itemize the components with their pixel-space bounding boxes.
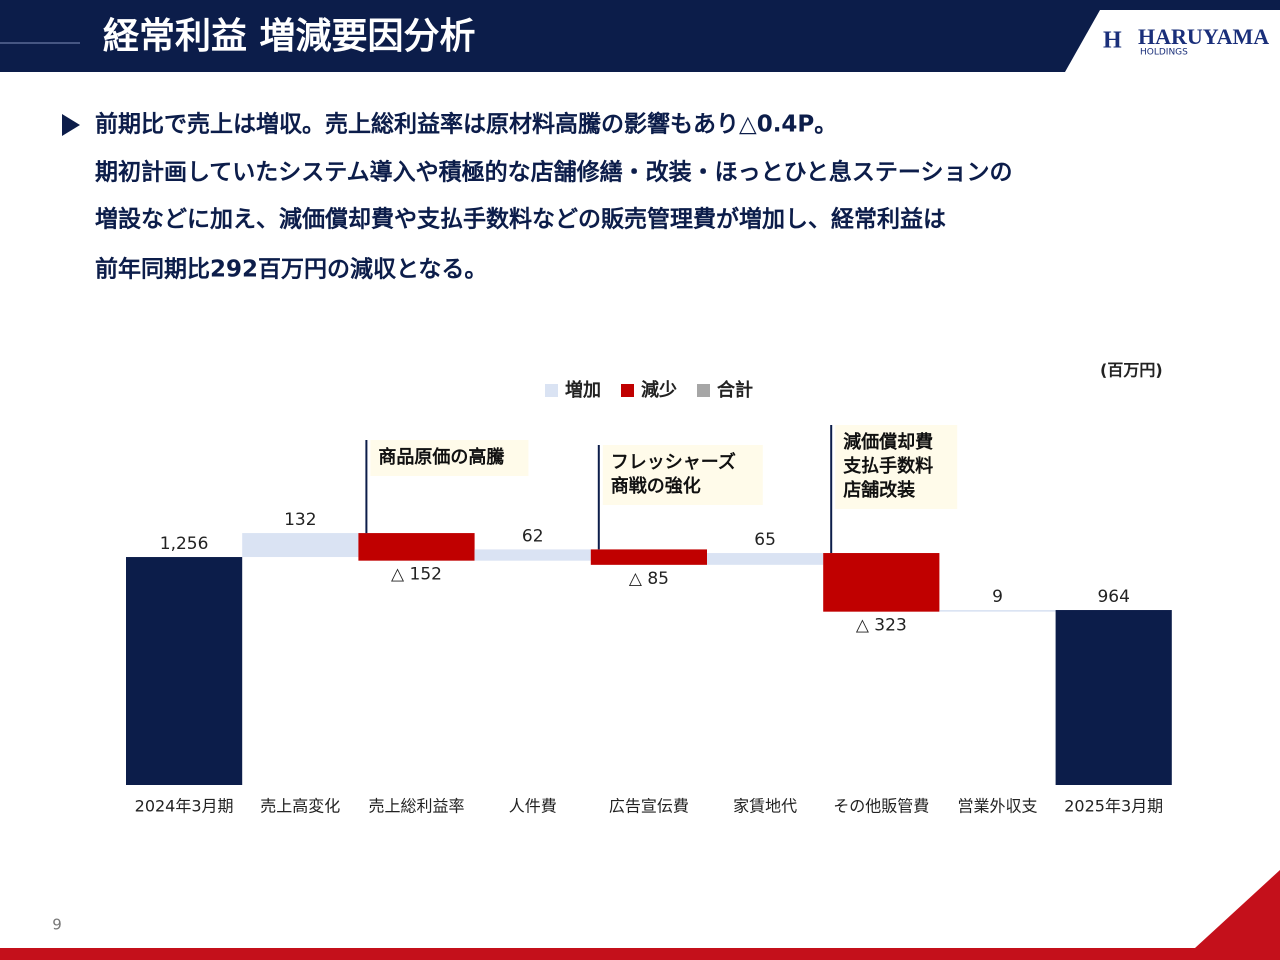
legend-swatch xyxy=(621,384,634,397)
bar xyxy=(707,553,824,565)
logo-name: HARUYAMA xyxy=(1138,24,1269,49)
x-tick-label: 2025年3月期 xyxy=(1064,797,1163,816)
callout-text: 減価償却費 xyxy=(843,431,933,453)
footer-corner xyxy=(1195,870,1280,948)
bar xyxy=(590,549,707,565)
x-tick-label: 広告宣伝費 xyxy=(609,797,689,816)
logo-mark: H xyxy=(1103,28,1122,54)
bar xyxy=(939,610,1056,612)
logo-sub: HOLDINGS xyxy=(1140,48,1188,58)
callout-box xyxy=(602,445,763,505)
x-tick-label: 家賃地代 xyxy=(733,797,797,816)
bar xyxy=(242,533,359,558)
legend-swatch xyxy=(545,384,558,397)
x-tick-label: 売上高変化 xyxy=(260,797,340,816)
bar xyxy=(126,557,243,785)
callout-text: 商戦の強化 xyxy=(611,475,701,497)
value-label: △ 152 xyxy=(391,565,442,585)
value-label: 65 xyxy=(754,530,776,550)
legend-label: 減少 xyxy=(641,379,677,401)
value-label: 9 xyxy=(992,587,1003,607)
value-label: △ 85 xyxy=(629,569,669,589)
bullet-line: 前期比で売上は増収。売上総利益率は原材料高騰の影響もあり△0.4P。 xyxy=(95,111,837,138)
x-tick-label: 売上総利益率 xyxy=(368,797,464,816)
header-band xyxy=(0,0,1280,72)
bar xyxy=(1055,610,1172,785)
bar xyxy=(358,533,475,561)
legend-label: 増加 xyxy=(565,379,601,401)
logo-panel xyxy=(1065,10,1280,72)
page-number: 9 xyxy=(52,916,62,934)
x-tick-label: その他販管費 xyxy=(833,797,929,816)
x-tick-label: 営業外収支 xyxy=(957,797,1037,816)
legend-label: 合計 xyxy=(717,379,753,401)
x-tick-label: 2024年3月期 xyxy=(135,797,234,816)
bullet-line: 増設などに加え、減価償却費や支払手数料などの販売管理費が増加し、経常利益は xyxy=(95,206,946,233)
slide-title: 経常利益 増減要因分析 xyxy=(103,16,476,57)
unit-label: (百万円) xyxy=(1100,361,1163,380)
bar xyxy=(474,549,591,561)
x-tick-label: 人件費 xyxy=(509,797,557,816)
callout-box xyxy=(835,425,958,509)
value-label: 132 xyxy=(284,510,316,530)
callout-box xyxy=(370,440,529,476)
bullet-marker xyxy=(62,114,80,136)
footer-band xyxy=(0,948,1280,960)
bullet-line: 期初計画していたシステム導入や積極的な店舗修繕・改装・ほっとひと息ステーションの xyxy=(95,159,1012,186)
value-label: △ 323 xyxy=(856,616,907,636)
callout-text: 店舗改装 xyxy=(843,479,915,501)
bar xyxy=(823,553,940,612)
callout-text: 支払手数料 xyxy=(842,455,933,477)
value-label: 1,256 xyxy=(160,534,209,554)
callout-text: フレッシャーズ xyxy=(611,451,736,473)
value-label: 62 xyxy=(522,526,544,546)
callout-text: 商品原価の高騰 xyxy=(378,446,504,468)
value-label: 964 xyxy=(1097,587,1129,607)
legend-swatch xyxy=(697,384,710,397)
bullet-line: 前年同期比292百万円の減収となる。 xyxy=(95,256,487,283)
